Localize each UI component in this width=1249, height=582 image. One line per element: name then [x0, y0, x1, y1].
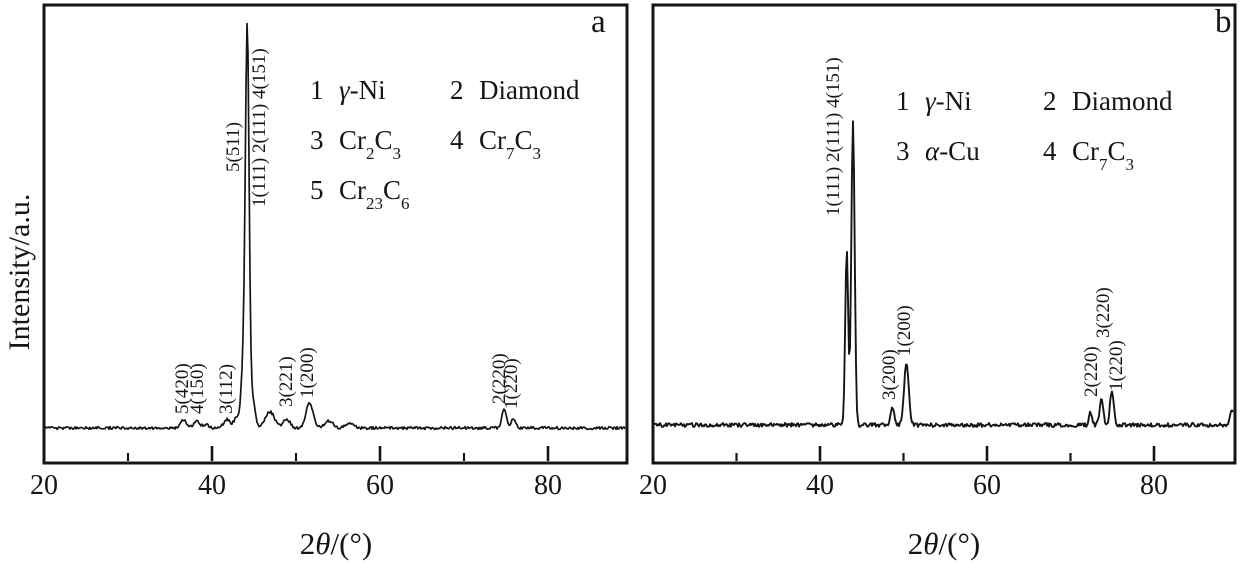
peak-annotation: 3(112)	[215, 364, 237, 414]
x-tick-label: 80	[1140, 470, 1168, 501]
peak-annotation: 1(220)	[501, 358, 523, 409]
legend-phase: Cr7C3	[1072, 136, 1135, 175]
plot-frame-a	[42, 3, 629, 465]
legend-phase: Diamond	[1072, 86, 1173, 116]
legend-number: 3	[310, 125, 324, 155]
x-tick-label: 40	[806, 470, 834, 501]
peak-annotation: 4(150)	[187, 363, 209, 414]
legend-number: 5	[310, 175, 324, 205]
panel-letter-a: a	[591, 4, 606, 40]
legend-item: 5 Cr23C6	[310, 175, 410, 214]
legend-item: 1 γ-Ni	[310, 75, 386, 106]
x-tick-label: 40	[198, 470, 226, 501]
x-axis-title: 2θ/(°)	[299, 526, 373, 561]
panel-letter-b: b	[1215, 4, 1232, 40]
legend-item: 4 Cr7C3	[1043, 136, 1135, 175]
peak-annotation: 1(111) 2(111) 4(151)	[822, 57, 844, 216]
legend-item: 1 γ-Ni	[896, 86, 972, 117]
peak-annotation: 1(200)	[893, 305, 915, 356]
legend-phase: Cr23C6	[339, 175, 410, 214]
x-tick-label: 60	[973, 470, 1001, 501]
legend-phase: α-Cu	[925, 136, 980, 166]
peak-annotation: 1(111) 2(111) 4(151)	[249, 48, 271, 207]
peak-annotation: 3(221)	[276, 356, 298, 407]
legend-phase: Cr2C3	[339, 125, 402, 164]
x-tick-label: 60	[366, 470, 394, 501]
x-tick-label: 20	[30, 470, 58, 501]
legend-phase: γ-Ni	[339, 75, 386, 105]
peak-annotation: 5(511)	[222, 122, 244, 172]
y-axis-title: Intensity/a.u.	[3, 193, 36, 351]
x-tick-label: 20	[639, 470, 667, 501]
xrd-curve-a	[44, 22, 626, 431]
legend-phase: Diamond	[479, 75, 580, 105]
xrd-curve-b	[653, 120, 1234, 428]
legend-phase: γ-Ni	[925, 86, 972, 116]
peak-annotation: 3(220)	[1092, 287, 1114, 338]
legend-number: 3	[896, 136, 910, 166]
x-axis-title: 2θ/(°)	[907, 526, 981, 561]
legend-number: 2	[450, 75, 464, 105]
legend-number: 1	[896, 86, 910, 116]
legend-number: 1	[310, 75, 324, 105]
legend-number: 2	[1043, 86, 1057, 116]
peak-annotation: 1(200)	[297, 347, 319, 398]
peak-annotation: 2(220)	[1080, 346, 1102, 397]
legend-item: 4 Cr7C3	[450, 125, 542, 164]
peak-annotation: 3(200)	[878, 349, 900, 400]
legend-item: 3 Cr2C3	[310, 125, 402, 164]
legend-number: 4	[1043, 136, 1057, 166]
plot-frame-b	[651, 3, 1237, 465]
legend-phase: Cr7C3	[479, 125, 542, 164]
legend-item: 2 Diamond	[450, 75, 580, 106]
legend-number: 4	[450, 125, 464, 155]
peak-annotation: 1(220)	[1105, 340, 1127, 391]
x-tick-label: 80	[534, 470, 562, 501]
legend-item: 3 α-Cu	[896, 136, 980, 167]
legend-item: 2 Diamond	[1043, 86, 1173, 117]
